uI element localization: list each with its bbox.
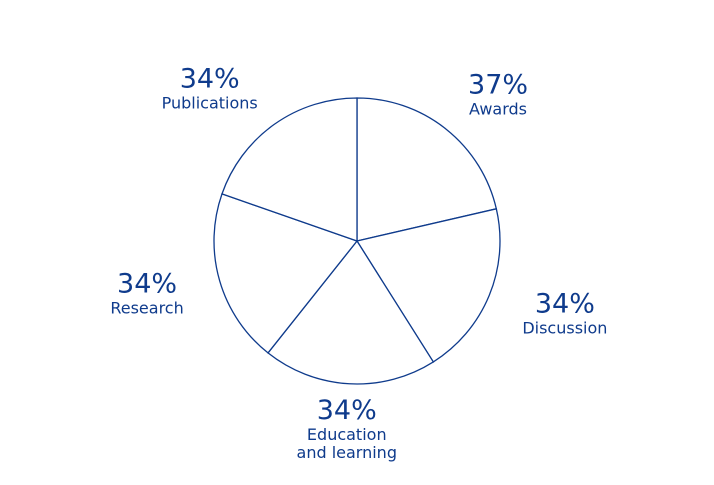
value-label: 37%	[468, 69, 529, 101]
category-label: Awards	[469, 99, 528, 119]
slice-label: 34% Publications	[162, 63, 258, 112]
category-label: Education and learning	[296, 424, 397, 463]
pie-slice	[221, 97, 358, 242]
slice-label: 34% Discussion	[522, 288, 607, 337]
category-label: Research	[110, 298, 184, 318]
pie-slice	[267, 239, 435, 385]
slice-label: 34% Education and learning	[292, 395, 402, 463]
category-label: Publications	[161, 93, 258, 113]
category-label: Discussion	[522, 317, 608, 337]
value-label: 34%	[316, 394, 377, 426]
pie-slice	[355, 208, 501, 363]
slice-label: 34% Research	[110, 269, 183, 318]
slice-label: 37% Awards	[468, 69, 528, 118]
pie-slice	[213, 193, 359, 354]
pie-slice	[356, 97, 498, 242]
value-label: 34%	[534, 287, 595, 319]
value-label: 34%	[117, 268, 178, 300]
value-label: 34%	[179, 62, 240, 94]
